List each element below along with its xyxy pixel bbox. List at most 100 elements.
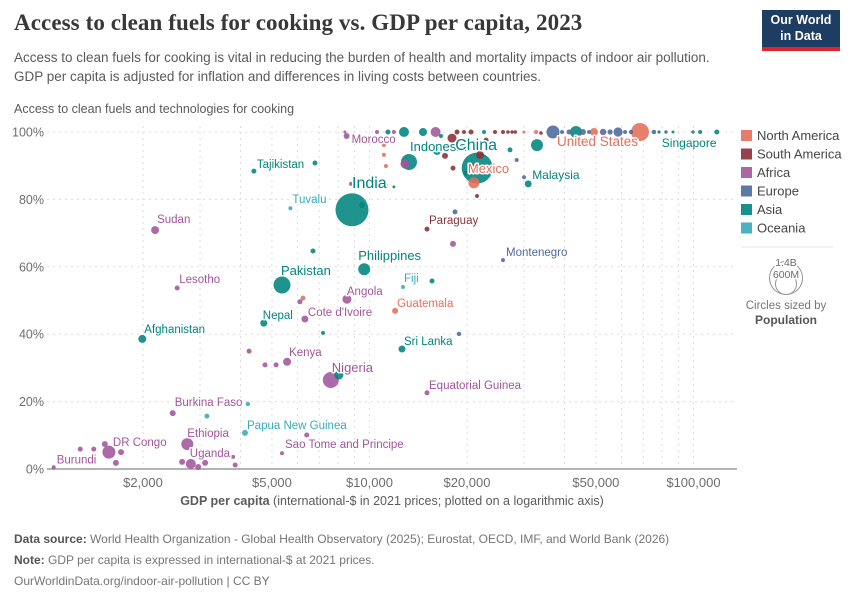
data-point[interactable] (118, 449, 124, 456)
label-sao-tome-and-principe[interactable]: Sao Tome and Principe (284, 438, 406, 453)
data-point[interactable] (560, 130, 564, 134)
data-point[interactable] (501, 130, 505, 134)
label-fiji[interactable]: Fiji (403, 272, 421, 287)
label-philippines[interactable]: Philippines (357, 247, 423, 265)
data-point[interactable] (475, 194, 479, 198)
legend-item-asia[interactable]: Asia (741, 202, 783, 217)
data-point[interactable] (385, 129, 391, 135)
data-point[interactable] (671, 130, 675, 134)
data-point[interactable] (179, 458, 186, 465)
data-point[interactable] (447, 133, 457, 143)
data-point[interactable] (566, 129, 572, 135)
label-indonesia[interactable]: Indonesia (409, 138, 469, 156)
data-point[interactable] (628, 129, 634, 135)
label-cote-d-ivoire[interactable]: Cote d'Ivoire (306, 306, 373, 321)
data-point[interactable] (312, 160, 318, 166)
data-point[interactable] (430, 127, 441, 137)
data-point[interactable] (202, 459, 209, 466)
label-paraguay[interactable]: Paraguay (428, 214, 480, 229)
data-point[interactable] (522, 175, 526, 180)
data-point[interactable] (232, 462, 238, 468)
legend-item-africa[interactable]: Africa (741, 165, 791, 180)
data-point[interactable] (381, 152, 386, 157)
data-point[interactable] (450, 165, 456, 171)
data-point[interactable] (476, 150, 484, 159)
data-point[interactable] (231, 454, 236, 459)
data-point[interactable] (485, 171, 489, 176)
data-point[interactable] (304, 432, 310, 438)
data-point[interactable] (580, 129, 586, 135)
dot-montenegro[interactable] (501, 258, 505, 263)
data-point[interactable] (359, 202, 366, 209)
data-point[interactable] (383, 183, 388, 188)
owid-logo[interactable]: Our World in Data (762, 10, 840, 51)
label-india[interactable]: India (351, 173, 389, 193)
dot-sao-tome-and-principe[interactable] (280, 451, 284, 456)
dot-burundi[interactable] (51, 465, 56, 470)
dot-afghanistan[interactable] (138, 334, 147, 343)
data-point[interactable] (297, 299, 303, 305)
data-point[interactable] (439, 134, 443, 138)
dot-guatemala[interactable] (392, 307, 399, 314)
legend-item-oceania[interactable]: Oceania (741, 221, 806, 236)
data-point[interactable] (483, 137, 489, 143)
dot-kenya[interactable] (283, 357, 292, 366)
dot-dr-congo[interactable] (102, 445, 116, 459)
dot-angola[interactable] (342, 294, 352, 304)
data-point[interactable] (195, 464, 202, 470)
dot-india[interactable] (335, 193, 369, 227)
data-point[interactable] (539, 131, 543, 135)
data-point[interactable] (349, 181, 353, 186)
dot-sudan[interactable] (151, 226, 160, 235)
label-papua-new-guinea[interactable]: Papua New Guinea (246, 418, 349, 433)
data-point[interactable] (343, 130, 347, 134)
data-point[interactable] (482, 130, 486, 134)
data-point[interactable] (321, 330, 325, 335)
data-point[interactable] (546, 125, 560, 139)
citation-link[interactable]: OurWorldinData.org/indoor-air-pollution … (14, 574, 270, 588)
dot-sri-lanka[interactable] (398, 345, 406, 353)
dot-tajikistan[interactable] (251, 168, 257, 174)
label-sri-lanka[interactable]: Sri Lanka (403, 335, 455, 350)
dot-tuvalu[interactable] (288, 206, 293, 211)
data-point[interactable] (514, 158, 519, 162)
data-point[interactable] (507, 147, 513, 153)
data-point[interactable] (510, 130, 514, 134)
dot-cote-d-ivoire[interactable] (301, 315, 309, 323)
dot-lesotho[interactable] (174, 285, 180, 291)
data-point[interactable] (522, 130, 526, 134)
data-point[interactable] (534, 130, 539, 134)
data-point[interactable] (246, 348, 252, 354)
data-point[interactable] (456, 331, 462, 337)
legend-item-south-america[interactable]: South America (741, 147, 842, 162)
dot-fiji[interactable] (401, 285, 405, 289)
dot-pakistan[interactable] (273, 276, 291, 294)
legend-item-europe[interactable]: Europe (741, 184, 799, 199)
dot-morocco[interactable] (343, 133, 350, 139)
data-point[interactable] (392, 185, 396, 189)
data-point[interactable] (245, 401, 251, 407)
label-lesotho[interactable]: Lesotho (178, 273, 222, 288)
data-point[interactable] (493, 130, 497, 134)
label-tuvalu[interactable]: Tuvalu (291, 193, 328, 208)
label-tajikistan[interactable]: Tajikistan (255, 158, 305, 173)
dot-paraguay[interactable] (424, 226, 430, 232)
label-united-states[interactable]: United States (556, 133, 640, 151)
label-dr-congo[interactable]: DR Congo (111, 436, 168, 451)
data-point[interactable] (273, 362, 279, 368)
data-point[interactable] (101, 441, 108, 448)
data-point[interactable] (463, 170, 469, 176)
data-point[interactable] (513, 130, 518, 134)
data-point[interactable] (664, 130, 668, 134)
dot-papua-new-guinea[interactable] (242, 429, 248, 436)
data-point[interactable] (468, 129, 474, 135)
data-point[interactable] (419, 128, 427, 136)
dot-equatorial-guinea[interactable] (424, 390, 430, 396)
label-montenegro[interactable]: Montenegro (505, 246, 569, 261)
label-equatorial-guinea[interactable]: Equatorial Guinea (428, 378, 524, 393)
dot-nepal[interactable] (260, 319, 268, 327)
label-burundi[interactable]: Burundi (55, 453, 98, 468)
dot-uganda[interactable] (185, 458, 196, 469)
label-nigeria[interactable]: Nigeria (330, 359, 375, 377)
data-point[interactable] (651, 129, 657, 135)
